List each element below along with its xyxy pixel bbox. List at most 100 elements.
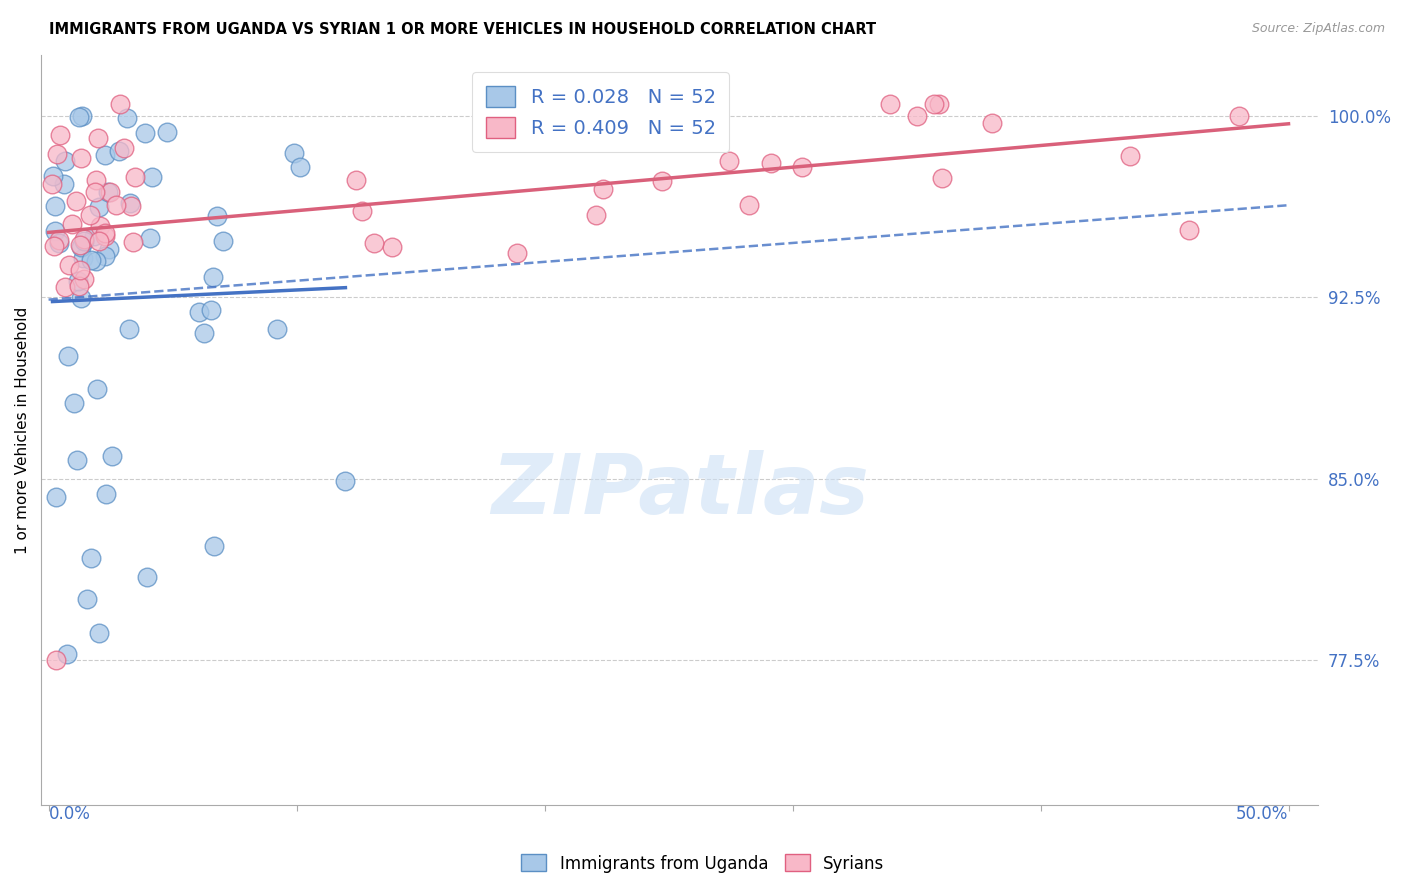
Point [381, 239, 404, 253]
Point [98, 242, 121, 256]
Point [73, 235, 96, 249]
Point [44, 239, 66, 253]
Point [592, 182, 614, 196]
Point [110, 96, 132, 111]
Point [69, 291, 91, 305]
Point [69, 152, 91, 166]
Point [84, 173, 107, 187]
Point [188, 305, 211, 319]
Y-axis label: 1 or more Vehicles in Household: 1 or more Vehicles in Household [15, 307, 30, 554]
Text: Source: ZipAtlas.com: Source: ZipAtlas.com [1251, 22, 1385, 36]
Text: ZIPatlas: ZIPatlas [491, 450, 869, 531]
Point [87, 626, 110, 640]
Point [931, 170, 953, 185]
Point [62, 395, 84, 409]
Point [718, 154, 741, 169]
Point [48, 235, 70, 250]
Point [53, 279, 76, 293]
Point [585, 208, 607, 222]
Point [89, 219, 111, 234]
Point [66, 274, 89, 288]
Point [879, 96, 901, 111]
Point [200, 302, 222, 317]
Point [651, 174, 673, 188]
Point [290, 160, 312, 174]
Point [283, 145, 305, 160]
Point [94, 228, 117, 243]
Point [350, 204, 373, 219]
Point [65, 194, 87, 209]
Point [41, 178, 63, 192]
Point [790, 160, 813, 174]
Point [70, 109, 93, 123]
Point [56, 349, 79, 363]
Point [344, 173, 367, 187]
Point [86, 131, 108, 145]
Point [53, 154, 76, 169]
Point [193, 326, 215, 341]
Point [122, 235, 145, 249]
Point [87, 201, 110, 215]
Point [69, 238, 91, 252]
Point [72, 251, 94, 265]
Point [136, 570, 159, 584]
Point [204, 539, 226, 553]
Point [67, 279, 90, 293]
Point [363, 235, 385, 250]
Point [45, 490, 67, 504]
Point [335, 475, 357, 489]
Point [266, 321, 288, 335]
Point [52, 177, 75, 191]
Point [41, 169, 63, 184]
Point [139, 231, 162, 245]
Point [112, 141, 135, 155]
Point [60, 217, 83, 231]
Point [93, 226, 115, 240]
Point [905, 109, 928, 123]
Point [101, 449, 124, 463]
Point [56, 647, 79, 661]
Point [156, 125, 179, 139]
Point [45, 653, 67, 667]
Point [70, 240, 93, 254]
Point [737, 198, 759, 212]
Point [96, 487, 118, 501]
Point [980, 116, 1002, 130]
Point [141, 169, 163, 184]
Point [79, 208, 101, 222]
Point [87, 234, 110, 248]
Point [67, 110, 90, 124]
Text: IMMIGRANTS FROM UGANDA VS SYRIAN 1 OR MORE VEHICLES IN HOUSEHOLD CORRELATION CHA: IMMIGRANTS FROM UGANDA VS SYRIAN 1 OR MO… [49, 22, 876, 37]
Point [44, 224, 66, 238]
Point [69, 263, 91, 277]
Text: 50.0%: 50.0% [1236, 805, 1288, 823]
Point [80, 551, 103, 566]
Point [120, 196, 142, 211]
Point [124, 170, 146, 185]
Point [76, 591, 98, 606]
Point [66, 453, 89, 467]
Point [94, 249, 117, 263]
Point [134, 126, 156, 140]
Point [58, 258, 80, 272]
Legend: Immigrants from Uganda, Syrians: Immigrants from Uganda, Syrians [515, 847, 891, 880]
Point [83, 229, 105, 244]
Point [118, 322, 141, 336]
Point [83, 185, 105, 199]
Point [49, 128, 72, 142]
Point [1227, 109, 1250, 123]
Point [80, 252, 103, 267]
Point [212, 234, 235, 248]
Point [922, 96, 945, 111]
Point [73, 232, 96, 246]
Point [100, 185, 122, 199]
Point [202, 270, 225, 285]
Point [94, 147, 117, 161]
Point [1178, 223, 1201, 237]
Point [86, 382, 108, 396]
Point [108, 144, 131, 158]
Point [46, 147, 69, 161]
Point [84, 253, 107, 268]
Point [506, 246, 529, 260]
Point [1119, 149, 1142, 163]
